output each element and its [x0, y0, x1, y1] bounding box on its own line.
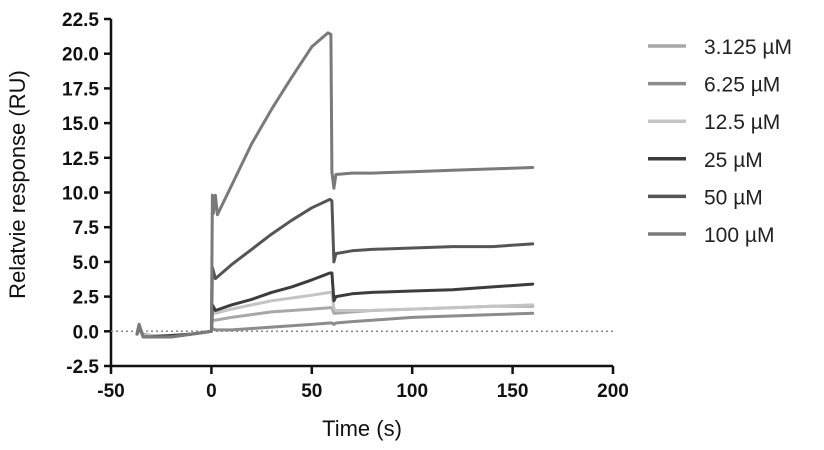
x-tick-label: 50	[301, 381, 322, 402]
x-tick-label: 150	[497, 381, 529, 402]
y-tick-label: 20.0	[62, 45, 99, 66]
y-tick-label: 17.5	[62, 79, 99, 100]
y-tick-label: 10.0	[62, 184, 99, 205]
legend-label-3: 25 µM	[704, 149, 763, 172]
legend-label-4: 50 µM	[704, 186, 763, 209]
y-tick-label: 12.5	[62, 149, 99, 170]
y-tick-label: 2.5	[73, 288, 100, 309]
x-tick-label: -50	[97, 381, 124, 402]
legend-label-0: 3.125 µM	[704, 36, 792, 59]
y-axis-title: Relatvie response (RU)	[5, 70, 30, 299]
x-axis: -50 0 50 100 150 200	[97, 364, 629, 402]
legend: 3.125 µM 6.25 µM 12.5 µM 25 µM 50 µM 100 µM	[648, 36, 792, 247]
x-tick-label: 0	[206, 381, 217, 402]
x-tick-label: 100	[396, 381, 428, 402]
legend-label-1: 6.25 µM	[704, 74, 780, 97]
x-axis-title: Time (s)	[322, 416, 402, 441]
legend-label-2: 12.5 µM	[704, 111, 780, 134]
y-tick-label: -2.5	[66, 357, 99, 378]
x-tick-label: 200	[597, 381, 629, 402]
y-axis: -2.5 0.0 2.5 5.0 7.5 10.0 12.5 15.0 17.5 20.0 22.5	[62, 10, 113, 378]
series-group	[135, 31, 535, 339]
y-tick-label: 15.0	[62, 114, 99, 135]
y-tick-label: 7.5	[73, 218, 100, 239]
series-line-5	[135, 31, 535, 339]
y-tick-label: 0.0	[73, 322, 99, 343]
legend-label-5: 100 µM	[704, 224, 774, 247]
y-tick-label: 22.5	[62, 10, 99, 31]
y-tick-label: 5.0	[73, 253, 99, 274]
